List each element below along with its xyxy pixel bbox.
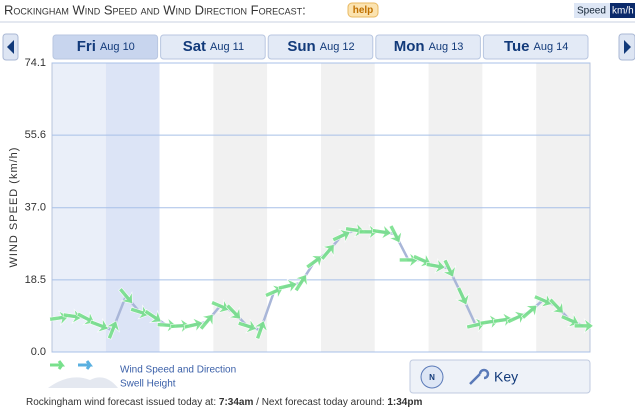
legend-label: Swell Height — [120, 379, 176, 390]
day-date[interactable]: Aug 10 — [100, 41, 135, 53]
day-date[interactable]: Aug 12 — [320, 41, 355, 53]
unit-toggle[interactable] — [610, 3, 635, 18]
wind-arrow — [76, 311, 95, 326]
wind-arrow — [89, 317, 109, 333]
day-tab-label[interactable]: Mon Aug 13 — [394, 38, 464, 55]
day-name[interactable]: Fri — [77, 38, 96, 55]
title: Rockingham Wind Speed and Wind Direction… — [4, 2, 306, 17]
wind-arrow — [455, 286, 470, 306]
wind-arrow — [210, 298, 230, 314]
wind-arrow — [506, 310, 526, 326]
wind-arrow — [319, 244, 335, 261]
speed-toggle[interactable] — [574, 3, 610, 18]
wind-arrow — [62, 308, 83, 324]
help-button[interactable] — [347, 2, 379, 18]
wind-arrow — [277, 278, 298, 294]
wind-arrow — [225, 303, 241, 320]
day-tab-label[interactable]: Sun Aug 12 — [287, 38, 354, 55]
unit-toggle-label[interactable]: km/h — [612, 6, 634, 17]
day-tab[interactable] — [482, 34, 589, 60]
wind-arrow — [305, 255, 323, 270]
key-icon[interactable] — [469, 368, 490, 385]
day-tab-label[interactable]: Fri Aug 10 — [77, 38, 135, 55]
footer: Rockingham wind forecast issued today at… — [26, 397, 422, 408]
day-tab[interactable] — [52, 34, 159, 60]
day-name[interactable]: Sat — [183, 38, 206, 55]
footer-time: 1:34pm — [387, 397, 422, 408]
y-tick-label: 0.0 — [31, 346, 46, 358]
wind-arrow — [118, 287, 133, 304]
y-axis-label: WIND SPEED (km/h) — [8, 147, 20, 268]
wind-arrow — [371, 224, 392, 240]
day-name[interactable]: Tue — [504, 38, 530, 55]
speed-toggle-label[interactable]: Speed — [577, 6, 606, 17]
wind-arrow — [548, 297, 564, 314]
wind-arrow — [479, 314, 500, 330]
day-tab[interactable] — [375, 34, 481, 60]
wind-arrow — [331, 228, 351, 244]
help-label[interactable]: help — [353, 5, 374, 16]
key-panel — [409, 359, 591, 394]
day-date[interactable]: Aug 14 — [534, 41, 569, 53]
wind-arrow — [237, 318, 258, 334]
legend-label: Wind Speed and Direction — [120, 365, 236, 376]
next-arrow[interactable] — [624, 40, 631, 54]
day-tab[interactable] — [160, 34, 266, 60]
wind-arrow — [425, 258, 446, 274]
prev-arrow[interactable] — [7, 40, 14, 54]
wind-arrow — [520, 304, 538, 320]
footer-text: Rockingham wind forecast issued today at… — [26, 397, 216, 408]
wind-arrow — [533, 292, 553, 308]
y-tick-label: 37.0 — [25, 202, 46, 214]
key-label[interactable]: Key — [494, 369, 518, 385]
wind-arrow — [105, 320, 121, 340]
wind-arrow — [253, 320, 269, 340]
y-tick-label: 74.1 — [25, 57, 46, 69]
day-date[interactable]: Aug 13 — [429, 41, 464, 53]
footer-text: / Next forecast today around: — [256, 397, 384, 408]
y-tick-label: 18.5 — [25, 274, 46, 286]
legend-arrow — [78, 360, 93, 370]
legend-arrow — [50, 360, 65, 370]
wind-arrow — [143, 309, 162, 323]
wind-arrow — [388, 224, 403, 244]
day-tab-label[interactable]: Sat Aug 11 — [183, 38, 244, 55]
wind-arrow — [198, 313, 214, 331]
footer-time: 7:34am — [219, 397, 254, 408]
wind-arrow — [441, 258, 457, 278]
day-name[interactable]: Sun — [287, 38, 315, 55]
wind-arrow — [573, 317, 594, 334]
day-tab-label[interactable]: Tue Aug 14 — [504, 38, 568, 55]
day-name[interactable]: Mon — [394, 38, 425, 55]
legend-swell — [48, 377, 118, 388]
compass-icon — [420, 365, 444, 389]
day-tab[interactable] — [267, 34, 374, 60]
day-date[interactable]: Aug 11 — [210, 41, 244, 53]
y-tick-label: 55.6 — [25, 129, 46, 141]
wind-arrow — [129, 304, 150, 320]
wind-arrow — [293, 274, 308, 293]
compass-n: N — [429, 373, 435, 382]
